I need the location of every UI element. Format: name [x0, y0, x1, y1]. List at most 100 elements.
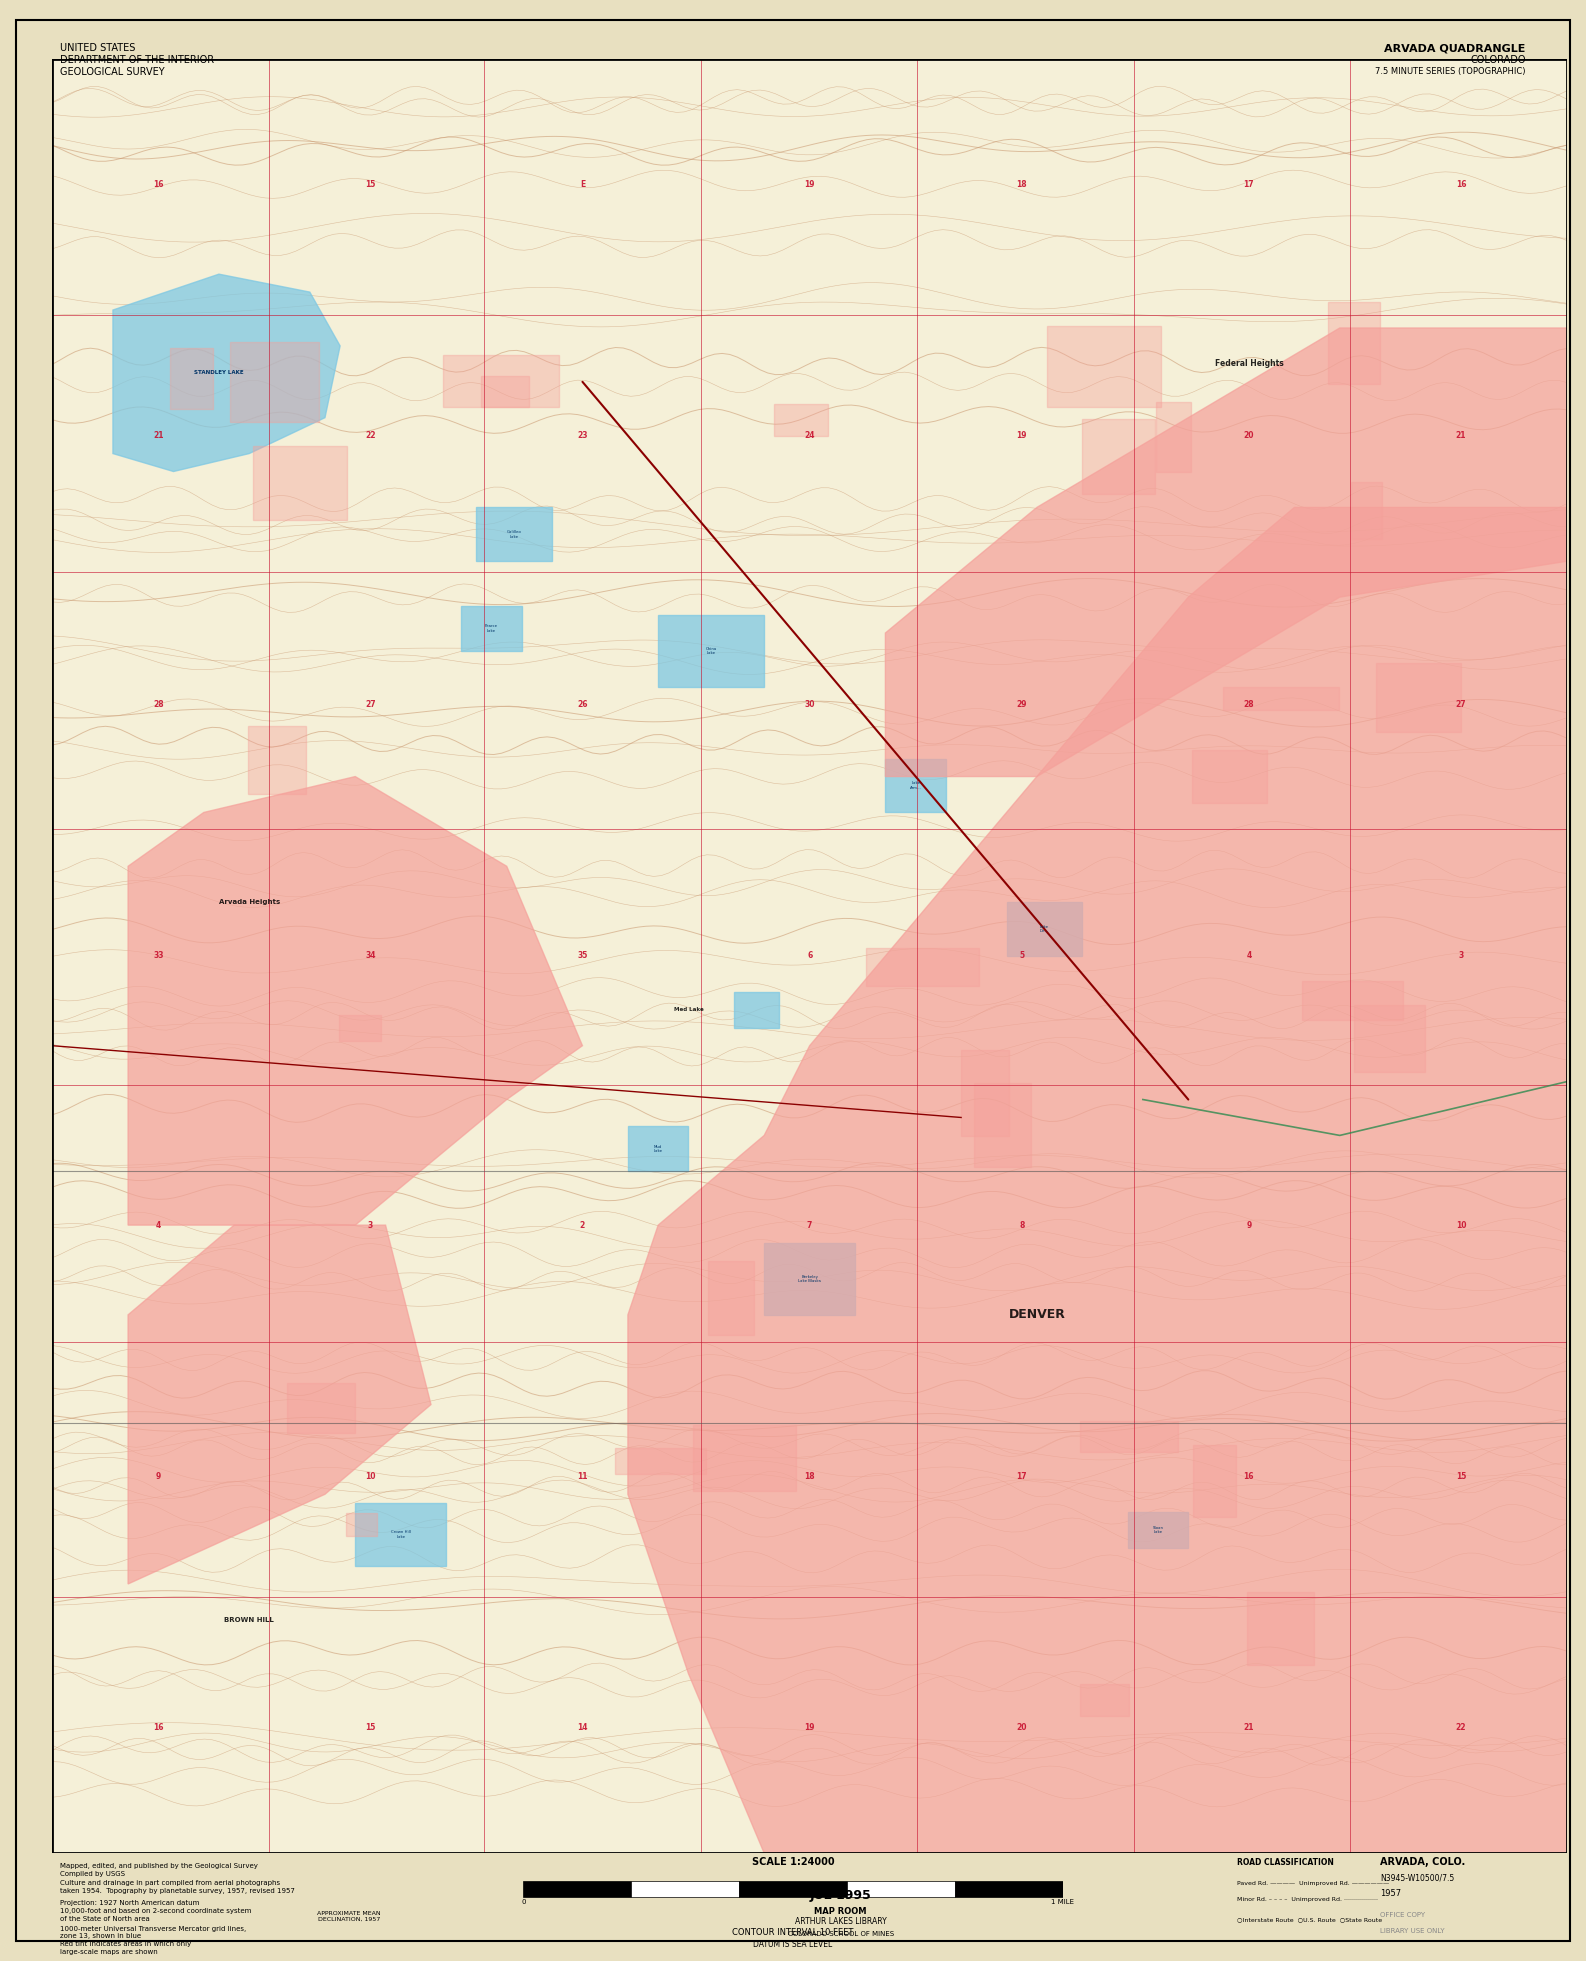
Bar — [631, 1881, 739, 1898]
Polygon shape — [628, 1126, 688, 1171]
Bar — [847, 1881, 955, 1898]
Text: Red tint indicates areas in which only: Red tint indicates areas in which only — [60, 1941, 192, 1947]
Polygon shape — [128, 777, 582, 1226]
Text: Sloan
Lake: Sloan Lake — [1153, 1526, 1164, 1534]
Text: 20: 20 — [1017, 1724, 1028, 1732]
Polygon shape — [1351, 482, 1381, 539]
Text: Minor Rd. – – – –  Unimproved Rd. ·················: Minor Rd. – – – – Unimproved Rd. ·······… — [1237, 1896, 1378, 1902]
Text: zone 13, shown in blue: zone 13, shown in blue — [60, 1934, 141, 1939]
Polygon shape — [346, 1512, 376, 1535]
Text: Arvada Heights: Arvada Heights — [219, 900, 279, 906]
Text: 5: 5 — [1020, 951, 1025, 961]
Text: 19: 19 — [804, 180, 815, 188]
Text: N3945-W10500/7.5: N3945-W10500/7.5 — [1380, 1873, 1454, 1883]
Polygon shape — [885, 759, 945, 812]
Text: 35: 35 — [577, 951, 588, 961]
Text: 3: 3 — [368, 1220, 373, 1230]
Text: 15: 15 — [365, 180, 376, 188]
Text: 17: 17 — [1243, 180, 1255, 188]
Text: APPROXIMATE MEAN
DECLINATION, 1957: APPROXIMATE MEAN DECLINATION, 1957 — [317, 1910, 381, 1922]
Text: STANDLEY LAKE: STANDLEY LAKE — [193, 371, 244, 375]
Text: 19: 19 — [804, 1724, 815, 1732]
Polygon shape — [1047, 326, 1161, 408]
Text: Federal Heights: Federal Heights — [1215, 359, 1283, 369]
Polygon shape — [628, 508, 1567, 1853]
Polygon shape — [1128, 1512, 1188, 1547]
Text: 23: 23 — [577, 431, 588, 439]
Text: 10,000-foot and based on 2-second coordinate system: 10,000-foot and based on 2-second coordi… — [60, 1908, 252, 1914]
Polygon shape — [734, 992, 779, 1028]
Text: 10: 10 — [365, 1473, 376, 1481]
Text: 29: 29 — [1017, 700, 1028, 710]
Text: 4: 4 — [155, 1220, 162, 1230]
Text: 26: 26 — [577, 700, 588, 710]
Text: ROAD CLASSIFICATION: ROAD CLASSIFICATION — [1237, 1857, 1334, 1867]
Text: ARVADA, COLO.: ARVADA, COLO. — [1380, 1857, 1465, 1867]
Bar — [739, 1881, 847, 1898]
Text: Lake
Arm...: Lake Arm... — [910, 780, 921, 790]
Text: 1000-meter Universal Transverse Mercator grid lines,: 1000-meter Universal Transverse Mercator… — [60, 1926, 246, 1932]
Polygon shape — [1083, 418, 1155, 494]
Polygon shape — [287, 1383, 355, 1433]
Polygon shape — [1377, 663, 1461, 731]
Polygon shape — [961, 1049, 1009, 1135]
Polygon shape — [1302, 980, 1402, 1020]
Polygon shape — [615, 1447, 706, 1475]
Text: 19: 19 — [1017, 431, 1028, 439]
Text: MAP ROOM: MAP ROOM — [814, 1906, 868, 1916]
Polygon shape — [339, 1016, 381, 1041]
Polygon shape — [1080, 1420, 1178, 1453]
Text: UNITED STATES: UNITED STATES — [60, 43, 136, 53]
Text: 7: 7 — [807, 1220, 812, 1230]
Text: 21: 21 — [154, 431, 163, 439]
Text: Galilleo
Lake: Galilleo Lake — [508, 529, 522, 539]
Polygon shape — [707, 1261, 753, 1335]
Text: Crown Hill
Lake: Crown Hill Lake — [390, 1530, 411, 1539]
Text: 10: 10 — [1456, 1220, 1465, 1230]
Text: Pearce
Lake: Pearce Lake — [485, 624, 498, 633]
Text: Mud
Lake: Mud Lake — [653, 1145, 663, 1153]
Polygon shape — [1327, 302, 1380, 384]
Polygon shape — [170, 347, 213, 410]
Text: 4: 4 — [1247, 951, 1251, 961]
Text: 18: 18 — [1017, 180, 1028, 188]
Text: Lake
De...: Lake De... — [1040, 926, 1048, 933]
Polygon shape — [1193, 1445, 1235, 1518]
Text: LIBRARY USE ONLY: LIBRARY USE ONLY — [1380, 1928, 1445, 1934]
Polygon shape — [1247, 1592, 1315, 1665]
Polygon shape — [442, 355, 558, 408]
Text: 1 MILE: 1 MILE — [1052, 1898, 1074, 1904]
Text: OFFICE COPY: OFFICE COPY — [1380, 1912, 1424, 1918]
Polygon shape — [1156, 402, 1191, 473]
Text: ○Interstate Route  ○U.S. Route  ○State Route: ○Interstate Route ○U.S. Route ○State Rou… — [1237, 1916, 1383, 1922]
Text: 33: 33 — [154, 951, 163, 961]
Text: 24: 24 — [804, 431, 815, 439]
Text: 1957: 1957 — [1380, 1888, 1400, 1898]
Polygon shape — [476, 508, 552, 561]
Text: 15: 15 — [365, 1724, 376, 1732]
Text: 34: 34 — [365, 951, 376, 961]
Text: 7.5 MINUTE SERIES (TOPOGRAPHIC): 7.5 MINUTE SERIES (TOPOGRAPHIC) — [1375, 67, 1526, 76]
Text: 21: 21 — [1456, 431, 1465, 439]
Text: BROWN HILL: BROWN HILL — [224, 1618, 274, 1624]
Text: E: E — [580, 180, 585, 188]
Text: 15: 15 — [1456, 1473, 1465, 1481]
Polygon shape — [230, 341, 319, 422]
Text: 9: 9 — [155, 1473, 162, 1481]
Text: 3: 3 — [1458, 951, 1464, 961]
Text: COLORADO SCHOOL OF MINES: COLORADO SCHOOL OF MINES — [788, 1932, 893, 1937]
Text: 17: 17 — [1017, 1473, 1028, 1481]
Text: Med Lake: Med Lake — [674, 1008, 703, 1012]
Polygon shape — [1223, 686, 1339, 710]
Text: Paved Rd. ————  Unimproved Rd. ——————: Paved Rd. ———— Unimproved Rd. —————— — [1237, 1881, 1389, 1886]
Text: 16: 16 — [1456, 180, 1465, 188]
Text: 21: 21 — [1243, 1724, 1255, 1732]
Polygon shape — [1191, 749, 1267, 802]
Text: DENVER: DENVER — [1009, 1308, 1066, 1322]
Polygon shape — [247, 726, 306, 794]
Text: CONTOUR INTERVAL 10 FEET: CONTOUR INTERVAL 10 FEET — [733, 1928, 853, 1937]
Polygon shape — [764, 1243, 855, 1314]
Text: 30: 30 — [804, 700, 815, 710]
Polygon shape — [693, 1426, 796, 1490]
Bar — [955, 1881, 1063, 1898]
